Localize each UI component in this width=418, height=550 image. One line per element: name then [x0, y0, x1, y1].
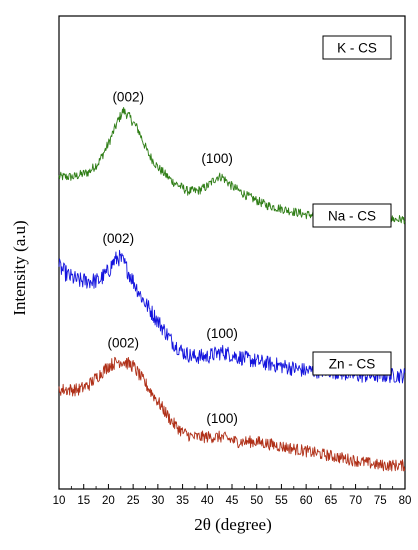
series-name-na-cs: Na - CS	[328, 209, 376, 224]
series-name-zn-cs: Zn - CS	[329, 357, 376, 372]
x-tick-label-20: 20	[102, 495, 115, 507]
x-axis-ticks: 10 15 20 25 30 35 40 45 50 55 60 65 70 75 80	[53, 484, 412, 507]
series-box-zn-cs	[312, 351, 392, 376]
x-tick-label-15: 15	[77, 495, 90, 507]
series-name-boxes: K - CS Na - CS Zn - CS	[312, 35, 392, 376]
series-box-na-cs	[312, 203, 392, 228]
series-line-na-cs	[58, 249, 406, 384]
x-tick-label-75: 75	[374, 495, 387, 507]
x-tick-label-65: 65	[324, 495, 337, 507]
x-tick-label-60: 60	[300, 495, 313, 507]
peak-label-k-cs-1: (100)	[201, 151, 233, 166]
peak-label-zn-cs-0: (002)	[107, 335, 139, 350]
peak-label-na-cs-0: (002)	[103, 231, 135, 246]
peak-labels: (002) (100) (002) (100) (002) (100)	[103, 89, 238, 426]
series-line-zn-cs	[58, 356, 406, 472]
peak-label-na-cs-1: (100)	[206, 326, 238, 341]
x-axis-title: 2θ (degree)	[194, 515, 272, 534]
series-box-k-cs	[322, 35, 392, 60]
x-tick-label-25: 25	[127, 495, 140, 507]
x-tick-label-35: 35	[176, 495, 189, 507]
y-axis-title: Intensity (a.u)	[10, 220, 29, 315]
peak-label-k-cs-0: (002)	[112, 89, 144, 104]
x-tick-label-80: 80	[399, 495, 412, 507]
x-tick-label-30: 30	[151, 495, 164, 507]
x-tick-label-40: 40	[201, 495, 214, 507]
x-tick-label-45: 45	[226, 495, 239, 507]
series-name-k-cs: K - CS	[337, 41, 377, 56]
x-tick-label-50: 50	[250, 495, 263, 507]
peak-label-zn-cs-1: (100)	[206, 411, 238, 426]
x-tick-label-55: 55	[275, 495, 288, 507]
x-tick-label-70: 70	[349, 495, 362, 507]
x-tick-label-10: 10	[53, 495, 66, 507]
